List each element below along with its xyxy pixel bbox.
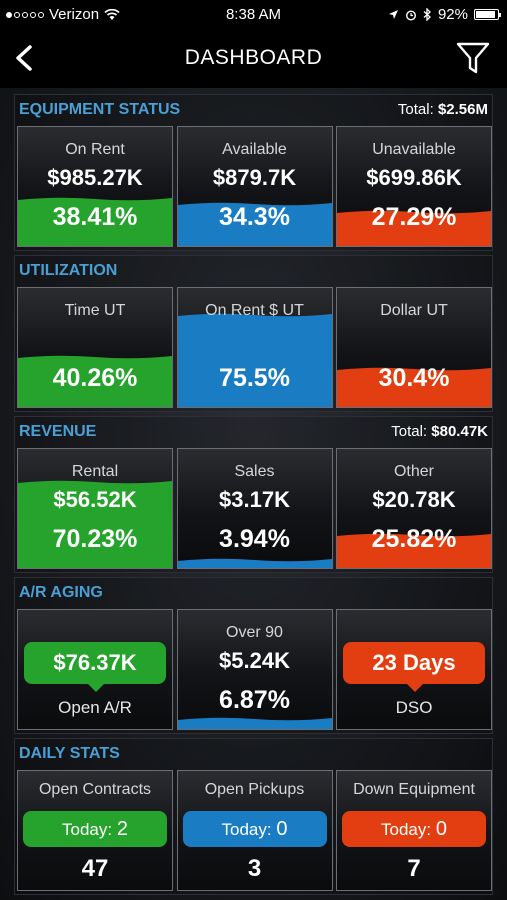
total-count: 3 [247, 855, 262, 882]
tile-value: $879.7K [212, 165, 297, 190]
status-icons: 92% [388, 6, 501, 23]
tile-percent: 34.3% [219, 203, 290, 231]
tile-sales[interactable]: Sales $3.17K 3.94% [176, 448, 333, 569]
tile-value: $3.17K [219, 487, 290, 512]
tile-percent: 70.23% [52, 525, 138, 553]
tile-open-contracts[interactable]: Open Contracts Today: 2 47 [17, 770, 173, 891]
tile-label: Other [393, 463, 434, 480]
bluetooth-icon [423, 8, 431, 21]
tile-label: Over 90 [226, 624, 283, 641]
filter-button[interactable] [453, 38, 493, 78]
tile-label: Open Contracts [38, 781, 152, 798]
revenue-section: REVENUE Total: $80.47K Rental $56.52K 70… [14, 416, 493, 573]
wifi-icon [104, 8, 120, 20]
tile-percent: 27.29% [371, 203, 457, 231]
dso-bubble: 23 Days [343, 642, 485, 692]
tile-fill-bar [177, 202, 332, 246]
daily-stats-section: DAILY STATS Open Contracts Today: 2 47 O… [14, 738, 493, 895]
tile-dso[interactable]: 23 Days DSO [336, 609, 492, 730]
tile-down-equipment[interactable]: Down Equipment Today: 0 7 [336, 770, 492, 891]
tile-value: $985.27K [47, 165, 143, 190]
tile-value: $20.78K [372, 487, 456, 512]
section-title: DAILY STATS [19, 745, 120, 762]
tile-time-ut[interactable]: Time UT 40.26% [17, 287, 173, 408]
tile-open-ar[interactable]: $76.37K Open A/R [17, 609, 173, 730]
carrier-name: Verizon [49, 6, 100, 23]
total-count: 7 [407, 855, 421, 882]
tile-value: $56.52K [53, 487, 137, 512]
tile-fill-bar [337, 367, 491, 407]
tile-label: Sales [234, 463, 275, 480]
tile-label: Time UT [64, 302, 126, 319]
section-title: A/R AGING [19, 584, 103, 601]
tile-label: Dollar UT [380, 302, 448, 319]
tile-on-rent[interactable]: On Rent $985.27K 38.41% [17, 126, 173, 247]
section-total: Total: $80.47K [391, 423, 488, 440]
status-bar: Verizon 8:38 AM 92% [0, 0, 507, 30]
tile-available[interactable]: Available $879.7K 34.3% [176, 126, 333, 247]
tile-label: Rental [71, 463, 119, 480]
tile-percent: 30.4% [378, 364, 450, 392]
tile-value: $5.24K [219, 648, 290, 673]
tile-fill-bar [18, 481, 172, 568]
tile-label: On Rent [65, 141, 125, 158]
section-title: UTILIZATION [19, 262, 118, 279]
tile-open-pickups[interactable]: Open Pickups Today: 0 3 [176, 770, 333, 891]
tile-fill-bar [177, 313, 332, 407]
tile-percent: 38.41% [52, 203, 138, 231]
battery-icon [474, 9, 501, 20]
today-pill: Today: 2 [23, 811, 167, 847]
section-title: EQUIPMENT STATUS [19, 101, 181, 118]
tile-on-rent-ut[interactable]: On Rent $ UT 75.5% [176, 287, 333, 408]
tile-fill-bar [177, 717, 332, 729]
tile-percent: 75.5% [219, 364, 290, 392]
tile-label: Open A/R [58, 698, 132, 717]
tile-label: Down Equipment [353, 781, 475, 798]
utilization-section: UTILIZATION Time UT 40.26% On Rent $ UT … [14, 255, 493, 412]
tile-over-90[interactable]: Over 90 $5.24K 6.87% [176, 609, 333, 730]
tile-percent: 40.26% [52, 364, 138, 392]
tile-rental[interactable]: Rental $56.52K 70.23% [17, 448, 173, 569]
tile-fill-bar [337, 533, 491, 568]
back-button[interactable] [8, 40, 44, 76]
carrier-signal: Verizon [6, 6, 120, 23]
tile-fill-bar [177, 558, 332, 568]
total-count: 47 [81, 855, 109, 882]
nav-bar: DASHBOARD [0, 30, 507, 88]
page-title: DASHBOARD [184, 46, 323, 69]
tile-label: Available [222, 141, 287, 158]
filter-icon [456, 42, 490, 74]
signal-strength-icon [6, 11, 44, 18]
today-pill: Today: 0 [342, 811, 486, 847]
tile-percent: 6.87% [219, 686, 290, 714]
location-arrow-icon [388, 10, 398, 19]
today-pill: Today: 0 [182, 811, 327, 847]
section-total: Total: $2.56M [397, 101, 488, 118]
tile-fill-bar [18, 355, 172, 407]
tile-percent: 25.82% [371, 525, 457, 553]
tile-label: DSO [395, 698, 433, 717]
tile-label: On Rent $ UT [205, 302, 304, 319]
section-title: REVENUE [19, 423, 97, 440]
tile-fill-bar [337, 210, 491, 246]
tile-unavailable[interactable]: Unavailable $699.86K 27.29% [336, 126, 492, 247]
clock: 8:38 AM [225, 6, 282, 23]
equipment-status-section: EQUIPMENT STATUS Total: $2.56M On Rent $… [14, 94, 493, 251]
alarm-clock-icon [405, 9, 416, 21]
tile-value: $699.86K [366, 165, 462, 190]
dashboard: EQUIPMENT STATUS Total: $2.56M On Rent $… [0, 88, 507, 900]
battery-percent: 92% [437, 6, 468, 23]
tile-dollar-ut[interactable]: Dollar UT 30.4% [336, 287, 492, 408]
tile-other[interactable]: Other $20.78K 25.82% [336, 448, 492, 569]
tile-percent: 3.94% [219, 525, 290, 553]
tile-label: Open Pickups [204, 781, 305, 798]
ar-aging-section: A/R AGING $76.37K Open A/R Over 90 $5.24… [14, 577, 493, 734]
chevron-left-icon [16, 45, 32, 71]
open-ar-bubble: $76.37K [24, 642, 166, 692]
tile-fill-bar [18, 197, 172, 246]
tile-label: Unavailable [372, 141, 456, 158]
